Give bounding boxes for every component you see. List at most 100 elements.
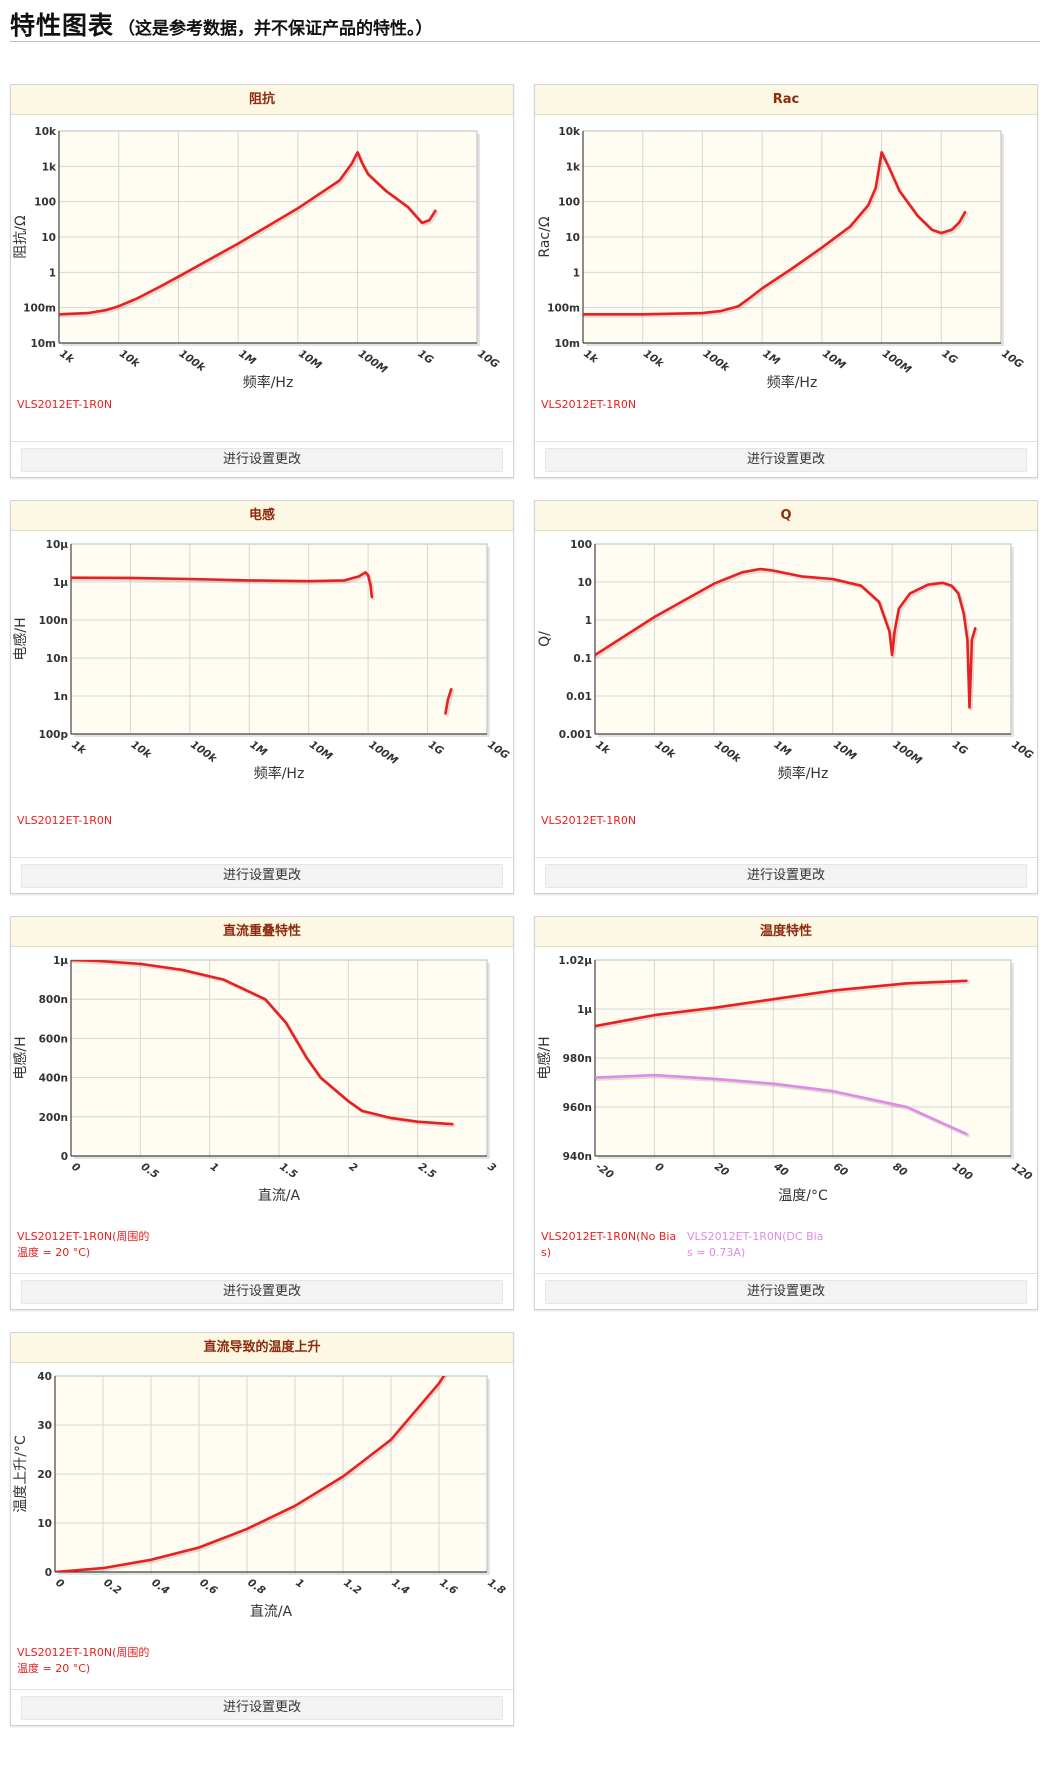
y-tick-label: 1k (566, 161, 581, 173)
y-tick-label: 10 (41, 232, 56, 244)
legend-entry[interactable]: VLS2012ET-1R0N(周围的温度 = 20 °C) (17, 1230, 150, 1259)
x-tick-label: 100M (890, 739, 924, 768)
change-settings-button[interactable]: 进行设置更改 (545, 1280, 1027, 1304)
chart-svg: 0.001 0.01 0.1 1 10 100 1k 10k 100k 1M 10M 100M 1G 10… (537, 539, 1036, 782)
chart-card-dc-bias: 直流重叠特性 0 200n 400n 600n 800n 1μ 0 0.5 1 1.5 2 2.5 3 直流… (10, 916, 514, 1310)
y-tick-label: 0 (61, 1151, 68, 1163)
x-axis-label: 温度/°C (778, 1188, 828, 1204)
x-tick-label: 0.2 (101, 1577, 123, 1598)
chart-title: 电感 (11, 501, 513, 531)
chart-title: 直流导致的温度上升 (11, 1333, 513, 1363)
y-tick-label: 10 (577, 577, 592, 589)
x-axis-label: 频率/Hz (254, 765, 305, 782)
x-tick-label: 0 (53, 1577, 66, 1591)
y-axis-label: 电感/H (536, 1036, 553, 1079)
y-tick-label: 100 (570, 539, 592, 551)
change-settings-button[interactable]: 进行设置更改 (545, 448, 1027, 472)
x-tick-label: 100k (188, 739, 219, 766)
x-tick-label: 100M (356, 348, 390, 377)
chart-legend: VLS2012ET-1R0N(No Bias) VLS2012ET-1R0N(DC… (541, 1229, 1031, 1281)
series-line (71, 960, 454, 1126)
y-tick-label: 1μ (577, 1004, 592, 1016)
y-tick-label: 10 (37, 1518, 52, 1530)
x-tick-label: 1M (772, 739, 794, 759)
chart-legend: VLS2012ET-1R0N(周围的温度 = 20 °C) (17, 1229, 507, 1281)
x-tick-label: 0.8 (245, 1577, 267, 1598)
x-tick-label: 0.4 (149, 1577, 171, 1598)
chart-svg: 10m 100m 1 10 100 1k 10k 1k 10k 100k 1M 10M 100M 1G 10… (537, 126, 1026, 391)
chart-legend: VLS2012ET-1R0N (17, 397, 507, 449)
x-tick-label: 10k (641, 348, 666, 371)
y-tick-label: 100 (34, 197, 56, 209)
x-tick-label: 1.2 (341, 1577, 363, 1598)
legend-entry[interactable]: VLS2012ET-1R0N(DC Bias = 0.73A) (687, 1230, 824, 1259)
x-tick-label: 100k (701, 348, 732, 375)
change-settings-button[interactable]: 进行设置更改 (21, 1696, 503, 1720)
x-tick-label: 1k (57, 348, 76, 367)
chart-title: Rac (535, 85, 1037, 115)
x-tick-label: 2 (347, 1161, 360, 1175)
series-group (583, 150, 969, 318)
x-tick-label: 10G (999, 348, 1025, 371)
y-tick-label: 940n (563, 1151, 592, 1163)
x-tick-label: 10M (831, 739, 859, 764)
plot-area (70, 543, 488, 735)
series-line (595, 567, 977, 709)
legend-entry[interactable]: VLS2012ET-1R0N(周围的温度 = 20 °C) (17, 1646, 150, 1675)
x-axis-label: 直流/A (250, 1603, 293, 1620)
y-tick-label: 1n (53, 691, 68, 703)
change-settings-button[interactable]: 进行设置更改 (21, 448, 503, 472)
series-line (595, 979, 968, 1028)
series-line (71, 570, 374, 599)
series-group (595, 567, 979, 711)
x-tick-label: 1 (293, 1577, 306, 1591)
y-tick-label: 100p (39, 729, 69, 741)
y-tick-label: 0.01 (566, 691, 592, 703)
y-tick-label: 100n (39, 615, 68, 627)
x-tick-label: 1M (236, 348, 258, 368)
change-settings-button[interactable]: 进行设置更改 (545, 864, 1027, 888)
y-tick-label: 0.1 (573, 653, 592, 665)
x-tick-label: 10G (1009, 739, 1035, 762)
x-tick-label: 10M (296, 348, 324, 373)
legend-entry[interactable]: VLS2012ET-1R0N(No Bias) (541, 1230, 677, 1259)
legend-entry[interactable]: VLS2012ET-1R0N (541, 814, 637, 827)
chart-svg: 10m 100m 1 10 100 1k 10k 1k 10k 100k 1M 10M 100M 1G 10… (13, 126, 502, 391)
y-tick-label: 1.02μ (558, 955, 592, 967)
y-tick-label: 200n (39, 1112, 68, 1124)
x-tick-label: 2.5 (416, 1161, 438, 1182)
series-group (55, 1376, 448, 1572)
x-tick-label: 80 (890, 1161, 909, 1179)
y-axis-label: 电感/H (12, 1036, 29, 1079)
change-settings-button[interactable]: 进行设置更改 (21, 1280, 503, 1304)
x-axis-label: 频率/Hz (778, 765, 829, 782)
x-tick-label: 1k (593, 739, 612, 758)
card-footer: 进行设置更改 (535, 1273, 1037, 1309)
y-tick-label: 1 (585, 615, 592, 627)
y-tick-label: 960n (563, 1102, 592, 1114)
y-tick-label: 0.001 (559, 729, 592, 741)
series-line-shadow (55, 1376, 448, 1572)
chart-card-temperature: 温度特性 940n 960n 980n 1μ 1.02μ -20 0 20 40 60 80 100 12… (534, 916, 1038, 1310)
x-axis-label: 频率/Hz (243, 374, 294, 391)
x-tick-label: 20 (712, 1161, 731, 1179)
x-tick-label: 100k (712, 739, 743, 766)
plot-area (594, 543, 1012, 735)
chart-card-q: Q 0.001 0.01 0.1 1 10 100 1k 10k 100k 1M 10M 100M 1G 1… (534, 500, 1038, 894)
legend-entry[interactable]: VLS2012ET-1R0N (17, 814, 113, 827)
legend-entry[interactable]: VLS2012ET-1R0N (541, 398, 637, 411)
x-tick-label: 1.4 (389, 1577, 411, 1598)
x-tick-label: 1.5 (277, 1161, 299, 1182)
x-tick-label: 10G (485, 739, 511, 762)
legend-entry[interactable]: VLS2012ET-1R0N (17, 398, 113, 411)
y-axis-label: 阻抗/Ω (13, 215, 29, 259)
y-tick-label: 10n (46, 653, 68, 665)
series-line (444, 688, 453, 715)
y-tick-label: 1k (42, 161, 57, 173)
x-tick-label: 10M (820, 348, 848, 373)
y-tick-label: 1μ (53, 577, 68, 589)
change-settings-button[interactable]: 进行设置更改 (21, 864, 503, 888)
x-tick-label: 0 (69, 1161, 82, 1175)
y-tick-label: 800n (39, 994, 68, 1006)
x-tick-label: 1.6 (437, 1577, 459, 1598)
